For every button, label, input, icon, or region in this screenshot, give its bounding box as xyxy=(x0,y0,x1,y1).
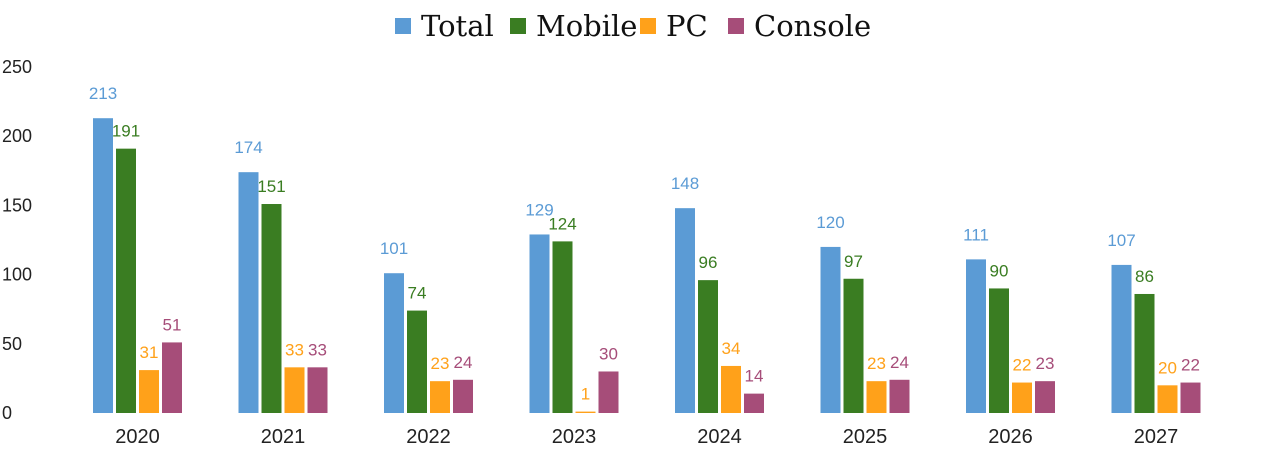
bar-pc-2022 xyxy=(430,381,450,413)
bar-mobile-2025 xyxy=(843,278,864,413)
x-category-label-2024: 2024 xyxy=(697,426,742,448)
x-category-label-2022: 2022 xyxy=(406,426,451,448)
bar-mobile-2022 xyxy=(407,310,427,413)
bar-total-2022 xyxy=(384,273,404,413)
data-label-pc-2022: 23 xyxy=(431,354,450,373)
y-tick-label: 50 xyxy=(2,334,22,354)
x-category-label-2027: 2027 xyxy=(1134,426,1179,448)
legend-label-pc: PC xyxy=(666,9,708,43)
legend-swatch-mobile xyxy=(510,18,526,34)
x-category-label-2025: 2025 xyxy=(843,426,888,448)
data-label-pc-2025: 23 xyxy=(867,354,886,373)
bar-total-2026 xyxy=(966,259,986,413)
bar-mobile-2027 xyxy=(1134,293,1155,413)
bar-total-2023 xyxy=(529,234,550,413)
bar-console-2026 xyxy=(1035,381,1055,413)
data-label-mobile-2020: 191 xyxy=(112,122,140,141)
bar-mobile-2023 xyxy=(552,241,573,413)
y-tick-label: 200 xyxy=(2,126,32,146)
bar-total-2020 xyxy=(93,118,113,413)
bar-pc-2027 xyxy=(1157,385,1178,413)
data-label-mobile-2022: 74 xyxy=(408,284,427,303)
x-category-label-2023: 2023 xyxy=(552,426,597,448)
legend-label-console: Console xyxy=(754,9,871,43)
y-tick-label: 100 xyxy=(2,265,32,285)
bar-pc-2020 xyxy=(139,370,159,413)
x-category-label-2020: 2020 xyxy=(115,426,160,448)
data-label-total-2020: 213 xyxy=(89,84,117,103)
x-category-label-2026: 2026 xyxy=(988,426,1033,448)
bar-mobile-2026 xyxy=(989,288,1009,413)
data-label-mobile-2024: 96 xyxy=(699,253,718,272)
bar-console-2023 xyxy=(598,371,619,413)
data-label-pc-2021: 33 xyxy=(285,340,304,359)
bar-pc-2025 xyxy=(866,381,887,413)
bar-pc-2024 xyxy=(721,365,741,413)
data-label-total-2027: 107 xyxy=(1107,231,1135,250)
legend-swatch-pc xyxy=(640,18,656,34)
y-tick-label: 150 xyxy=(2,195,32,215)
legend-label-total: Total xyxy=(421,9,494,43)
bar-total-2024 xyxy=(675,208,695,413)
bar-console-2021 xyxy=(307,367,328,413)
bar-mobile-2020 xyxy=(116,148,136,413)
data-label-console-2023: 30 xyxy=(599,344,618,363)
data-label-console-2026: 23 xyxy=(1036,354,1055,373)
data-label-pc-2027: 20 xyxy=(1158,358,1177,377)
data-label-mobile-2026: 90 xyxy=(990,261,1009,280)
bar-pc-2023 xyxy=(575,411,596,413)
data-label-pc-2023: 1 xyxy=(581,385,590,404)
bar-total-2025 xyxy=(820,246,841,413)
y-tick-label: 250 xyxy=(2,57,32,77)
bar-total-2027 xyxy=(1111,264,1132,413)
data-label-total-2021: 174 xyxy=(234,138,262,157)
data-label-total-2026: 111 xyxy=(963,225,989,244)
legend-swatch-total xyxy=(395,18,411,34)
legend: Total Mobile PC Console xyxy=(395,9,871,43)
data-label-pc-2020: 31 xyxy=(140,343,159,362)
bar-console-2024 xyxy=(744,393,764,413)
y-axis: 0 50 100 150 200 250 xyxy=(2,57,32,423)
y-tick-label: 0 xyxy=(2,403,12,423)
data-label-console-2022: 24 xyxy=(454,353,473,372)
data-label-total-2023: 129 xyxy=(525,200,553,219)
bar-console-2027 xyxy=(1180,382,1201,413)
legend-label-mobile: Mobile xyxy=(536,9,637,43)
data-label-mobile-2021: 151 xyxy=(257,177,285,196)
data-label-console-2024: 14 xyxy=(745,367,764,386)
bar-group-2025: 120 97 23 24 xyxy=(816,213,910,413)
data-label-total-2024: 148 xyxy=(671,174,699,193)
bar-console-2022 xyxy=(453,379,473,413)
legend-swatch-console xyxy=(728,18,744,34)
x-category-label-2021: 2021 xyxy=(261,426,306,448)
bar-console-2025 xyxy=(889,379,910,413)
bar-total-2021 xyxy=(238,172,259,413)
data-label-mobile-2027: 86 xyxy=(1135,267,1154,286)
bar-pc-2021 xyxy=(284,367,305,413)
data-label-mobile-2025: 97 xyxy=(844,252,863,271)
bar-mobile-2021 xyxy=(261,204,282,413)
bar-pc-2026 xyxy=(1012,382,1032,413)
data-label-console-2021: 33 xyxy=(308,340,327,359)
bar-group-2021: 174 151 33 33 xyxy=(234,138,328,413)
x-axis: 2020 2021 2022 2023 2024 2025 2026 2027 xyxy=(115,426,1178,448)
data-label-pc-2024: 34 xyxy=(722,339,741,358)
bar-mobile-2024 xyxy=(698,280,718,413)
data-label-mobile-2023: 124 xyxy=(548,214,576,233)
data-label-console-2020: 51 xyxy=(163,315,182,334)
bar-console-2020 xyxy=(162,342,182,413)
data-label-console-2025: 24 xyxy=(890,353,909,372)
data-label-console-2027: 22 xyxy=(1181,356,1200,375)
data-label-total-2022: 101 xyxy=(380,239,408,258)
data-label-total-2025: 120 xyxy=(816,213,844,232)
bar-group-2022: 101 74 23 24 xyxy=(380,239,473,413)
data-label-pc-2026: 22 xyxy=(1013,356,1032,375)
